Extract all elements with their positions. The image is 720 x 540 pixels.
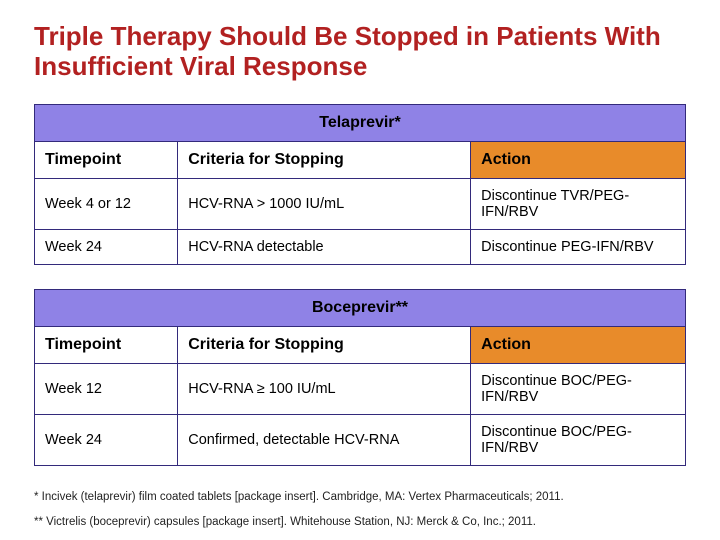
footnote-1: * Incivek (telaprevir) film coated table… — [34, 490, 686, 506]
cell-action: Discontinue PEG-IFN/RBV — [471, 229, 686, 264]
cell-timepoint: Week 24 — [35, 414, 178, 465]
table-row: Week 24 Confirmed, detectable HCV-RNA Di… — [35, 414, 686, 465]
drug-header: Telaprevir* — [35, 104, 686, 141]
col-timepoint: Timepoint — [35, 326, 178, 363]
col-criteria: Criteria for Stopping — [178, 141, 471, 178]
cell-criteria: HCV-RNA > 1000 IU/mL — [178, 178, 471, 229]
cell-criteria: Confirmed, detectable HCV-RNA — [178, 414, 471, 465]
col-criteria: Criteria for Stopping — [178, 326, 471, 363]
cell-action: Discontinue TVR/PEG-IFN/RBV — [471, 178, 686, 229]
col-action: Action — [471, 141, 686, 178]
slide-title: Triple Therapy Should Be Stopped in Pati… — [34, 22, 686, 82]
col-action: Action — [471, 326, 686, 363]
footnote-2: ** Victrelis (boceprevir) capsules [pack… — [34, 515, 686, 531]
cell-timepoint: Week 12 — [35, 363, 178, 414]
cell-criteria: HCV-RNA ≥ 100 IU/mL — [178, 363, 471, 414]
table-row: Week 24 HCV-RNA detectable Discontinue P… — [35, 229, 686, 264]
boceprevir-table: Boceprevir** Timepoint Criteria for Stop… — [34, 289, 686, 466]
telaprevir-table: Telaprevir* Timepoint Criteria for Stopp… — [34, 104, 686, 265]
cell-action: Discontinue BOC/PEG-IFN/RBV — [471, 414, 686, 465]
cell-timepoint: Week 4 or 12 — [35, 178, 178, 229]
table-row: Week 12 HCV-RNA ≥ 100 IU/mL Discontinue … — [35, 363, 686, 414]
cell-criteria: HCV-RNA detectable — [178, 229, 471, 264]
drug-header: Boceprevir** — [35, 289, 686, 326]
cell-timepoint: Week 24 — [35, 229, 178, 264]
col-timepoint: Timepoint — [35, 141, 178, 178]
table-row: Week 4 or 12 HCV-RNA > 1000 IU/mL Discon… — [35, 178, 686, 229]
cell-action: Discontinue BOC/PEG-IFN/RBV — [471, 363, 686, 414]
